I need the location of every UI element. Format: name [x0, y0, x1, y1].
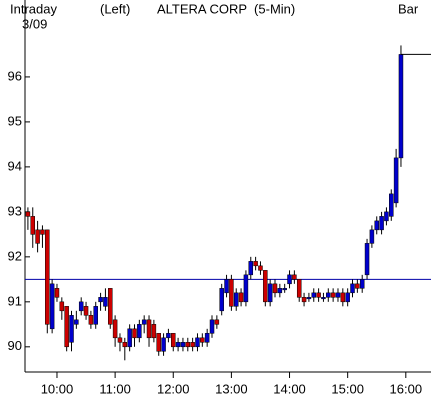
candle-body [306, 297, 312, 300]
candle-body [49, 283, 55, 330]
candle-body [146, 319, 152, 339]
candle-body [229, 279, 234, 307]
candle-body [369, 229, 375, 244]
y-tick-label: 95 [8, 113, 22, 128]
y-tick-label: 92 [8, 248, 22, 263]
candle-body [224, 279, 229, 294]
candle-body [74, 319, 79, 325]
candle-body [292, 274, 297, 280]
candle-body [340, 292, 346, 303]
y-tick-label: 93 [8, 203, 22, 218]
candle-body [40, 229, 45, 235]
candle-body [359, 279, 365, 289]
axis-side-label: (Left) [100, 1, 130, 16]
candle-body [98, 297, 103, 303]
candle-body [248, 261, 254, 276]
candle-body [93, 306, 98, 325]
candle-body [364, 243, 370, 276]
date-label: 3/09 [22, 16, 47, 31]
x-tick-label: 11:00 [99, 381, 131, 396]
candle-body [171, 333, 176, 348]
candle-body [321, 297, 326, 300]
candle-body [316, 292, 321, 298]
candle-body [355, 283, 360, 289]
candle-body [214, 319, 220, 325]
candle-body [374, 220, 379, 231]
candle-body [122, 342, 128, 348]
candle-body [311, 292, 317, 298]
candle-body [161, 337, 166, 352]
candle-body [88, 315, 94, 325]
y-tick-label: 94 [8, 158, 22, 173]
candle-body [243, 274, 249, 303]
candle-body [204, 333, 210, 343]
candle-body [117, 337, 123, 343]
candle-body [45, 229, 50, 325]
candle-body [108, 288, 113, 325]
candle-body [301, 297, 307, 303]
x-tick-label: 13:00 [215, 381, 248, 396]
candle-body [25, 211, 31, 217]
y-tick-label: 96 [8, 68, 22, 83]
x-tick-label: 14:00 [273, 381, 306, 396]
candle-body [263, 270, 268, 303]
candle-body [330, 292, 336, 298]
candle-body [209, 319, 215, 334]
candle-body [233, 292, 239, 307]
candle-body [350, 283, 355, 294]
candle-body [166, 333, 171, 339]
candle-body [267, 283, 273, 303]
candle-body [112, 319, 118, 339]
candle-body [190, 342, 195, 348]
candle-body [156, 333, 161, 352]
candle-body [180, 342, 186, 348]
candle-body [151, 324, 157, 339]
candle-body [258, 265, 263, 271]
candle-body [398, 54, 404, 159]
candle-body [384, 211, 389, 222]
candle-body [219, 288, 224, 312]
candle-body [272, 283, 278, 294]
candle-body [137, 324, 142, 339]
candle-body [59, 301, 65, 312]
candle-body [103, 297, 108, 307]
x-tick-label: 16:00 [390, 381, 423, 396]
x-tick-label: 10:00 [41, 381, 74, 396]
candle-body [35, 229, 40, 244]
candle-body [277, 288, 283, 294]
candle-body [30, 216, 36, 235]
candle-body [69, 315, 74, 343]
candle-body [296, 279, 302, 298]
candle-body [345, 292, 350, 303]
candle-body [175, 342, 181, 348]
x-tick-label: 15:00 [331, 381, 364, 396]
candle-body [238, 292, 244, 303]
candle-body [83, 306, 89, 316]
candle-body [54, 288, 60, 298]
y-tick-label: 90 [8, 338, 22, 353]
candle-body [389, 193, 394, 217]
candle-body [127, 328, 132, 348]
candle-body [379, 216, 384, 231]
candle-body [287, 274, 292, 285]
candle-body [141, 319, 147, 325]
candle-body [393, 157, 399, 204]
chart-style-label: Bar [398, 1, 419, 16]
candle-body [78, 301, 84, 312]
candle-body [64, 306, 69, 348]
x-tick-label: 12:00 [157, 381, 190, 396]
y-tick-label: 91 [8, 293, 22, 308]
candle-body [132, 328, 137, 339]
candle-body [282, 288, 287, 291]
candle-body [200, 337, 205, 343]
candle-body [185, 342, 191, 348]
chart-title: ALTERA CORP (5-Min) [157, 1, 295, 16]
candle-body [335, 292, 341, 298]
candle-body [326, 292, 331, 298]
candle-body [195, 337, 200, 348]
period-label: Intraday [10, 1, 57, 16]
candle-body [253, 261, 258, 267]
